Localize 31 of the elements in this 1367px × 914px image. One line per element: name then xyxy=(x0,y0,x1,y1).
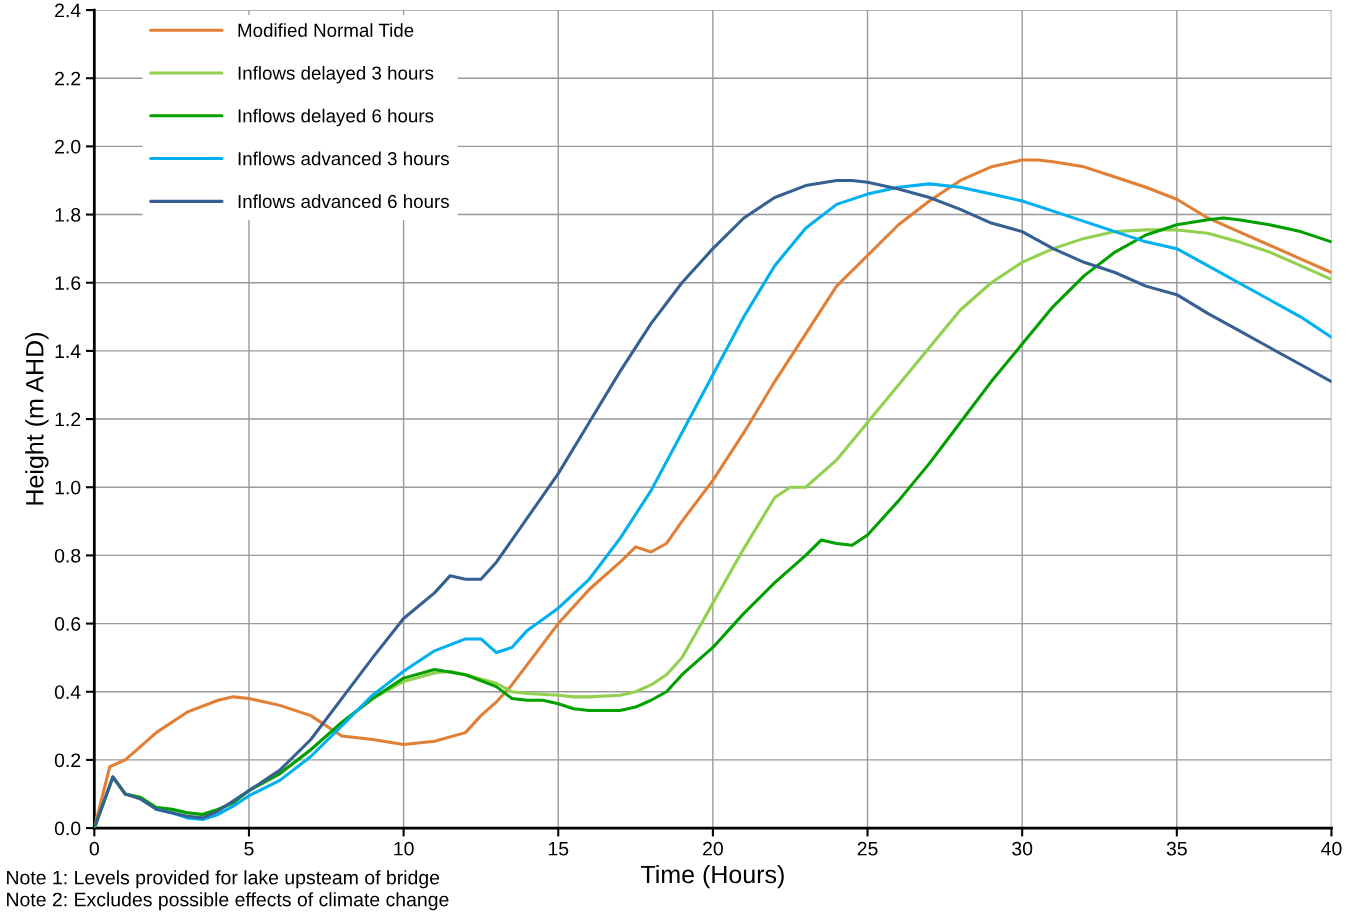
y-tick-label: 0.0 xyxy=(54,821,81,836)
x-tick-label: 5 xyxy=(244,841,254,856)
y-tick-label: 0.6 xyxy=(54,617,81,631)
x-tick-label: 20 xyxy=(703,841,723,856)
y-tick-label: 2.2 xyxy=(55,71,81,86)
x-axis-title: Time (Hours) xyxy=(641,864,784,889)
legend-label: Modified Normal Tide xyxy=(238,23,414,37)
x-tick-label: 0 xyxy=(89,841,99,856)
legend-label: Inflows advanced 6 hours xyxy=(238,194,449,209)
legend-label: Inflows advanced 3 hours xyxy=(238,151,449,166)
y-tick-label: 1.4 xyxy=(55,344,81,358)
y-tick-label: 1.6 xyxy=(55,276,81,290)
x-tick-label: 10 xyxy=(394,841,414,856)
x-tick-label: 30 xyxy=(1012,841,1033,856)
text: Note 2: Excludes possible effects of climate change xyxy=(7,892,449,911)
y-tick-label: 0.8 xyxy=(54,548,81,563)
x-tick-label: 40 xyxy=(1321,841,1342,856)
legend-label: Inflows delayed 6 hours xyxy=(238,108,434,127)
y-tick-label: 0.4 xyxy=(54,685,81,699)
x-tick-label: 25 xyxy=(857,841,878,856)
text: Note 1: Levels provided for lake upsteam of bridge xyxy=(7,870,440,889)
y-tick-label: 1.2 xyxy=(55,412,81,427)
y-tick-label: 2.4 xyxy=(55,3,81,18)
y-axis-title: Height (m AHD) xyxy=(25,333,49,505)
y-tick-label: 0.2 xyxy=(54,753,81,768)
x-tick-label: 35 xyxy=(1166,841,1187,856)
y-tick-label: 1.0 xyxy=(55,480,81,495)
legend-label: Inflows delayed 3 hours xyxy=(238,65,434,84)
x-tick-label: 15 xyxy=(548,841,569,856)
y-tick-label: 1.8 xyxy=(55,208,81,222)
y-tick-label: 2.0 xyxy=(55,139,81,154)
